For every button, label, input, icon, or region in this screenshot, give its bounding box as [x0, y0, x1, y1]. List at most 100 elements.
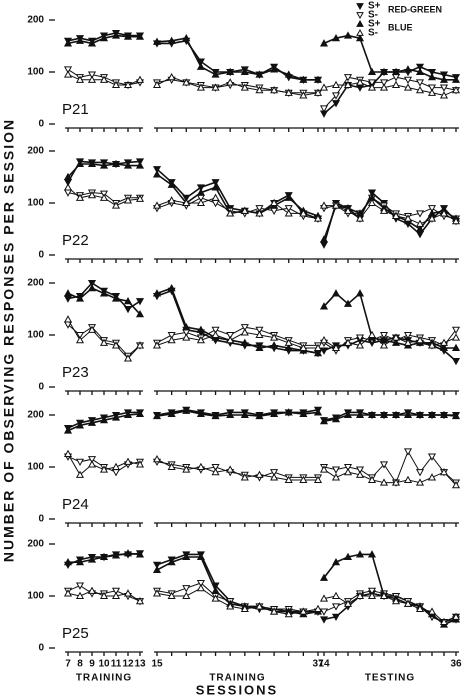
data-point	[135, 460, 145, 468]
data-point	[111, 591, 121, 600]
data-point	[182, 33, 191, 42]
data-point	[331, 591, 341, 600]
data-point	[367, 198, 377, 207]
data-point	[87, 460, 97, 468]
data-point	[379, 341, 389, 349]
data-point	[319, 335, 329, 344]
data-point	[75, 470, 85, 478]
data-point	[152, 201, 162, 209]
data-point	[182, 78, 191, 86]
series-line	[157, 39, 318, 81]
data-point	[87, 159, 97, 168]
data-point	[87, 279, 97, 288]
data-point	[167, 409, 176, 418]
data-point	[182, 333, 191, 341]
data-point	[403, 83, 413, 91]
x-tick-label: 7	[65, 659, 71, 670]
data-point	[415, 210, 425, 218]
section-label: TRAINING	[76, 673, 132, 684]
data-point	[87, 456, 97, 464]
data-point	[415, 79, 425, 87]
data-point	[99, 33, 109, 42]
data-point	[343, 599, 353, 607]
data-point	[123, 161, 133, 169]
series-line	[324, 202, 457, 225]
data-point	[63, 183, 73, 191]
y-tick-label: 100	[27, 198, 44, 209]
data-point	[343, 410, 353, 419]
data-point	[270, 473, 279, 481]
data-point	[111, 201, 121, 209]
data-point	[196, 83, 205, 91]
data-point	[87, 418, 97, 426]
data-point	[299, 475, 308, 484]
legend-marker	[356, 28, 364, 36]
data-point	[427, 410, 437, 419]
data-point	[75, 582, 85, 590]
data-point	[319, 417, 329, 425]
data-point	[226, 78, 235, 86]
data-point	[226, 209, 235, 217]
data-point	[367, 587, 377, 596]
data-point	[331, 100, 341, 108]
data-point	[240, 338, 249, 346]
series-line	[323, 553, 457, 626]
data-point	[284, 70, 293, 78]
data-point	[123, 457, 133, 465]
data-point	[152, 166, 162, 174]
data-point	[211, 199, 220, 208]
data-point	[415, 85, 425, 94]
data-point	[313, 408, 323, 416]
data-point	[255, 209, 264, 217]
data-point	[331, 289, 341, 297]
data-point	[270, 85, 279, 94]
data-point	[167, 331, 176, 340]
data-point	[313, 348, 323, 357]
data-point	[427, 88, 437, 96]
data-point	[403, 214, 413, 222]
data-point	[152, 561, 162, 570]
data-point	[111, 341, 121, 349]
data-point	[182, 585, 191, 593]
legend-marker	[356, 12, 364, 20]
data-point	[167, 36, 176, 44]
data-point	[367, 475, 377, 484]
data-point	[226, 602, 235, 610]
data-point	[135, 194, 145, 202]
series-line	[323, 65, 457, 115]
data-point	[182, 591, 191, 600]
data-point	[182, 406, 191, 414]
data-point	[319, 594, 329, 602]
legend-group: BLUE	[388, 22, 413, 32]
data-point	[403, 475, 413, 484]
x-tick-label: 37	[312, 659, 324, 670]
data-point	[63, 315, 73, 323]
data-point	[403, 599, 413, 607]
data-point	[284, 408, 293, 416]
panel-title: P22	[62, 232, 89, 249]
data-point	[415, 410, 425, 419]
data-point	[313, 343, 323, 352]
data-point	[439, 71, 449, 79]
data-point	[196, 579, 205, 588]
data-point	[87, 75, 97, 83]
legend-marker	[356, 19, 364, 27]
data-point	[313, 75, 323, 83]
data-point	[427, 68, 437, 77]
data-point	[111, 80, 121, 89]
data-point	[167, 196, 176, 204]
data-point	[451, 612, 461, 620]
data-point	[152, 80, 162, 89]
data-point	[319, 302, 329, 310]
data-point	[87, 71, 97, 79]
data-point	[123, 549, 133, 557]
data-point	[152, 289, 162, 297]
data-point	[403, 410, 413, 419]
data-point	[284, 343, 293, 352]
data-point	[135, 409, 145, 418]
data-point	[451, 343, 461, 352]
data-point	[123, 32, 133, 40]
data-point	[415, 63, 425, 72]
data-point	[123, 196, 133, 204]
data-point	[182, 194, 191, 203]
